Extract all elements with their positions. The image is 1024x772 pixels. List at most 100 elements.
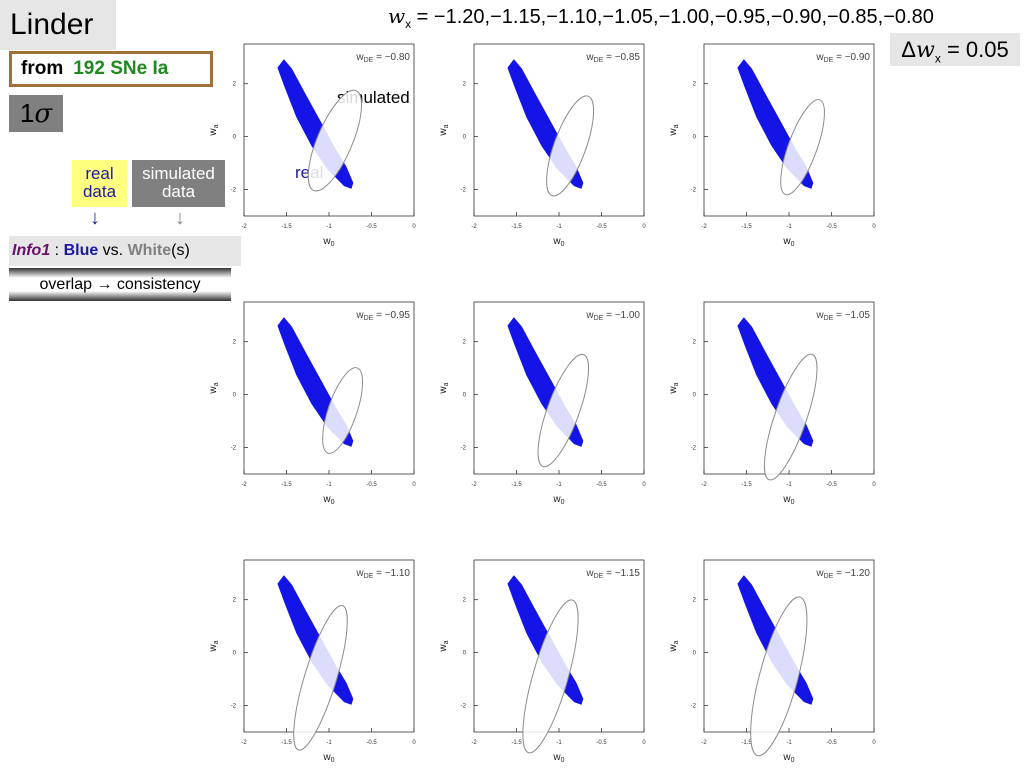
- x-tick-label: -2: [471, 224, 477, 230]
- wde-prefix: w: [815, 568, 824, 579]
- dw-sub: x: [934, 51, 941, 66]
- y-axis-label: wa: [668, 640, 680, 652]
- x-tick-label: -0.5: [826, 224, 837, 230]
- x-tick-label: -2: [701, 740, 707, 746]
- wde-prefix: w: [355, 52, 364, 63]
- wde-panel-label: wDE = −1.15: [585, 568, 640, 580]
- info-white: White: [127, 242, 172, 259]
- x-tick-label: -1.5: [741, 740, 752, 746]
- x-tick-label: -1: [786, 740, 792, 746]
- y-tick-label: -2: [461, 704, 467, 710]
- x-tick-label: -1.5: [741, 224, 752, 230]
- y-tick-label: -2: [461, 188, 467, 194]
- x-tick-label: -2: [471, 740, 477, 746]
- wde-panel-label: wDE = −0.95: [355, 310, 410, 322]
- real-data-legend: real data: [72, 160, 127, 207]
- wde-sub: DE: [364, 573, 374, 580]
- overlap-text: overlap → consistency: [39, 276, 201, 293]
- y-tick-label: 2: [693, 598, 697, 604]
- sigma-number: 1: [19, 98, 35, 128]
- x-tick-label: -1: [556, 482, 562, 488]
- presenter-title: Linder: [0, 0, 116, 50]
- y-tick-label: 0: [233, 651, 237, 657]
- y-tick-label: 0: [463, 651, 467, 657]
- from-label: from: [21, 58, 64, 79]
- x-tick-label: -2: [471, 482, 477, 488]
- y-tick-label: 0: [693, 393, 697, 399]
- x-tick-label: 0: [872, 224, 876, 230]
- overlap-consistency-banner: overlap → consistency: [9, 268, 231, 301]
- wde-prefix: w: [585, 568, 594, 579]
- y-axis-label: wa: [668, 124, 680, 136]
- x-axis-label: w0: [552, 752, 564, 764]
- x-tick-label: -0.5: [596, 224, 607, 230]
- y-tick-label: -2: [231, 188, 237, 194]
- wde-prefix: w: [585, 310, 594, 321]
- simulated-data-contour: [763, 353, 818, 481]
- wde-panel-label: wDE = −0.80: [355, 52, 410, 64]
- x-axis-label: w0: [552, 236, 564, 248]
- y-tick-label: -2: [691, 446, 697, 452]
- wx-values: = −1.20,−1.15,−1.10,−1.05,−1.00,−0.95,−0…: [411, 6, 934, 28]
- simulated-data-contour: [322, 367, 364, 454]
- wde-value: = −1.20: [833, 568, 870, 579]
- x-axis-label: w0: [322, 752, 334, 764]
- x-tick-label: 0: [412, 482, 416, 488]
- sim-label-line1: simulated: [142, 164, 215, 183]
- wde-sub: DE: [824, 57, 834, 64]
- wde-sub: DE: [594, 57, 604, 64]
- wde-value: = −0.85: [603, 52, 640, 63]
- info-line: Info1 : Blue vs. White(s): [9, 236, 241, 266]
- simulated-data-contour: [307, 89, 363, 192]
- y-tick-label: -2: [231, 704, 237, 710]
- y-axis-label-sub: a: [443, 640, 450, 644]
- x-tick-label: -0.5: [366, 740, 377, 746]
- x-axis-label-sub: 0: [791, 241, 795, 248]
- x-tick-label: -2: [701, 224, 707, 230]
- y-axis-label-sub: a: [213, 382, 220, 386]
- y-tick-label: -2: [461, 446, 467, 452]
- wde-value: = −1.15: [603, 568, 640, 579]
- x-axis-label-sub: 0: [791, 499, 795, 506]
- sim-label-line2: data: [161, 182, 196, 201]
- y-axis-label-sub: a: [673, 382, 680, 386]
- x-tick-label: 0: [412, 224, 416, 230]
- source-box: from 192 SNe Ia: [9, 51, 213, 87]
- confidence-level-box: 1σ: [9, 95, 63, 132]
- info-vs: vs.: [98, 242, 128, 259]
- wde-value: = −1.00: [603, 310, 640, 321]
- wx-sub: x: [405, 17, 412, 31]
- y-axis-label-sub: a: [443, 124, 450, 128]
- real-label-line2: data: [82, 182, 117, 201]
- wde-value: = −0.90: [833, 52, 870, 63]
- sigma-symbol: σ: [34, 99, 53, 129]
- wde-value: = −0.80: [373, 52, 410, 63]
- simulated-data-contour: [522, 599, 579, 754]
- y-tick-label: 2: [233, 598, 237, 604]
- simulated-data-contour: [546, 95, 595, 197]
- y-axis-label: wa: [208, 124, 220, 136]
- wde-panel-label: wDE = −1.10: [355, 568, 410, 580]
- wde-prefix: w: [815, 52, 824, 63]
- simulated-data-contour: [293, 605, 348, 751]
- x-axis-label: w0: [322, 236, 334, 248]
- x-tick-label: -0.5: [596, 740, 607, 746]
- simulated-data-contour: [537, 353, 590, 468]
- x-tick-label: -2: [241, 740, 247, 746]
- dw-value: = 0.05: [940, 37, 1009, 62]
- x-tick-label: 0: [872, 482, 876, 488]
- wde-sub: DE: [824, 315, 834, 322]
- wx-values-header: wx = −1.20,−1.15,−1.10,−1.05,−1.00,−0.95…: [388, 4, 934, 31]
- y-tick-label: 0: [233, 135, 237, 141]
- x-axis-label: w0: [782, 752, 794, 764]
- x-tick-label: -1.5: [741, 482, 752, 488]
- wde-panel-label: wDE = −1.05: [815, 310, 870, 322]
- y-tick-label: 0: [693, 135, 697, 141]
- y-tick-label: 0: [693, 651, 697, 657]
- y-axis-label-sub: a: [673, 640, 680, 644]
